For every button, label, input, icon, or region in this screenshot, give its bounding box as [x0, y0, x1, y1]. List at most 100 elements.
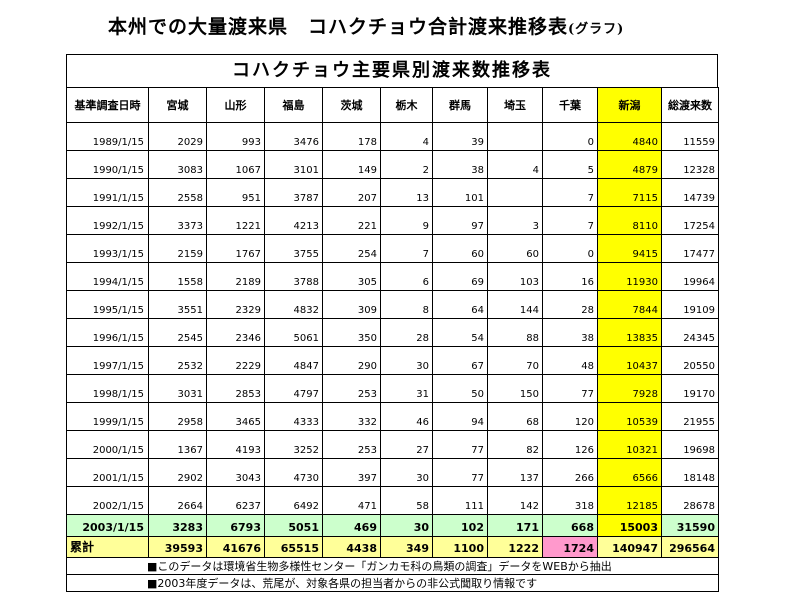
table-cell: 178 — [322, 122, 381, 151]
row-label-cell: 1989/1/15 — [66, 122, 149, 151]
table-cell: 3 — [487, 206, 543, 235]
table-cell: 69 — [432, 262, 488, 291]
table-cell: 5 — [542, 150, 598, 179]
table-cell: 19698 — [661, 430, 719, 459]
table-cell: 120 — [542, 402, 598, 431]
table-row: 累計 39593 41676 65515 4438 349 1100 1222 1724 1409… — [66, 536, 719, 558]
column-header: 栃木 — [380, 87, 433, 123]
table-cell: 668 — [542, 514, 598, 537]
table-cell: 1558 — [148, 262, 207, 291]
table-cell: 3465 — [206, 402, 265, 431]
table-cell: 1222 — [487, 536, 543, 558]
table-row: 2002/1/15 2664 6237 6492 471 58 111 142 318 12185… — [66, 486, 719, 515]
table-cell: 3373 — [148, 206, 207, 235]
table-body: 1989/1/15 2029 993 3476 178 4 39 0 4840 11559 1990… — [66, 122, 719, 592]
column-header: 総渡来数 — [661, 87, 719, 123]
note-row: ■このデータは環境省生物多様性センター「ガンカモ科の鳥類の調査」データをWEBか… — [66, 557, 719, 575]
row-label-cell: 1991/1/15 — [66, 178, 149, 207]
table-cell: 7844 — [597, 290, 662, 319]
table-cell: 7115 — [597, 178, 662, 207]
table-cell: 2958 — [148, 402, 207, 431]
table-cell: 17477 — [661, 234, 719, 263]
table-row: 1989/1/15 2029 993 3476 178 4 39 0 4840 11559 — [66, 122, 719, 151]
table-cell: 7 — [542, 178, 598, 207]
table-cell: 4840 — [597, 122, 662, 151]
table-cell: 30 — [380, 458, 433, 487]
table-cell: 67 — [432, 346, 488, 375]
table-cell: 142 — [487, 486, 543, 515]
column-header: 山形 — [206, 87, 265, 123]
table-cell: 39 — [432, 122, 488, 151]
graph-link[interactable]: (グラフ) — [568, 22, 625, 37]
table-cell: 3755 — [264, 234, 323, 263]
table-cell: 13 — [380, 178, 433, 207]
table-row: 2001/1/15 2902 3043 4730 397 30 77 137 266 6566 18… — [66, 458, 719, 487]
table-cell: 28 — [380, 318, 433, 347]
note-text: ■このデータは環境省生物多様性センター「ガンカモ科の鳥類の調査」データをWEBか… — [66, 557, 719, 575]
table-cell: 993 — [206, 122, 265, 151]
row-label-cell: 1997/1/15 — [66, 346, 149, 375]
table-cell: 20550 — [661, 346, 719, 375]
table-cell: 16 — [542, 262, 598, 291]
table-cell: 3788 — [264, 262, 323, 291]
table-cell: 7 — [542, 206, 598, 235]
table-cell: 4333 — [264, 402, 323, 431]
table-cell: 9415 — [597, 234, 662, 263]
table-cell: 18148 — [661, 458, 719, 487]
table-cell: 28678 — [661, 486, 719, 515]
table-cell: 77 — [432, 430, 488, 459]
table-cell: 64 — [432, 290, 488, 319]
table-cell: 82 — [487, 430, 543, 459]
table-cell: 7928 — [597, 374, 662, 403]
data-table: 基準調査日時 宮城 山形 福島 茨城 栃木 群馬 埼玉 千葉 新潟 総渡来数 1989/1/15 20… — [66, 87, 719, 592]
table-cell: 4213 — [264, 206, 323, 235]
table-title: コハクチョウ主要県別渡来数推移表 — [66, 54, 718, 87]
table-cell: 2189 — [206, 262, 265, 291]
table-cell: 3252 — [264, 430, 323, 459]
table-cell: 39593 — [148, 536, 207, 558]
row-label-cell: 1999/1/15 — [66, 402, 149, 431]
column-header: 千葉 — [542, 87, 598, 123]
table-cell: 60 — [432, 234, 488, 263]
table-cell: 290 — [322, 346, 381, 375]
table-cell: 3476 — [264, 122, 323, 151]
table-cell: 103 — [487, 262, 543, 291]
spreadsheet: コハクチョウ主要県別渡来数推移表 基準調査日時 宮城 山形 福島 茨城 栃木 群馬 埼玉 千葉新… — [66, 54, 719, 592]
table-cell: 2159 — [148, 234, 207, 263]
table-cell: 253 — [322, 430, 381, 459]
row-label-cell: 1992/1/15 — [66, 206, 149, 235]
page-title: 本州での大量渡来県 コハクチョウ合計渡来推移表(グラフ) — [108, 12, 624, 39]
table-cell: 19170 — [661, 374, 719, 403]
table-cell: 266 — [542, 458, 598, 487]
table-cell — [487, 122, 543, 151]
table-cell: 30 — [380, 514, 433, 537]
table-cell: 3101 — [264, 150, 323, 179]
table-cell: 6566 — [597, 458, 662, 487]
column-header: 埼玉 — [487, 87, 543, 123]
table-cell: 1221 — [206, 206, 265, 235]
table-cell: 253 — [322, 374, 381, 403]
table-cell: 6 — [380, 262, 433, 291]
table-cell: 4797 — [264, 374, 323, 403]
table-row: 1997/1/15 2532 2229 4847 290 30 67 70 48 10437 205… — [66, 346, 719, 375]
table-cell: 332 — [322, 402, 381, 431]
table-cell: 68 — [487, 402, 543, 431]
table-cell: 41676 — [206, 536, 265, 558]
table-row: 2003/1/15 3283 6793 5051 469 30 102 171 668 15003… — [66, 514, 719, 537]
header-row: 基準調査日時 宮城 山形 福島 茨城 栃木 群馬 埼玉 千葉 新潟 総渡来数 — [66, 87, 719, 123]
row-label-cell: 2003/1/15 — [66, 514, 149, 537]
table-row: 1994/1/15 1558 2189 3788 305 6 69 103 16 11930 199… — [66, 262, 719, 291]
table-cell: 3283 — [148, 514, 207, 537]
table-cell: 8 — [380, 290, 433, 319]
table-cell: 1724 — [542, 536, 598, 558]
table-cell: 296564 — [661, 536, 719, 558]
table-cell: 46 — [380, 402, 433, 431]
table-cell: 171 — [487, 514, 543, 537]
table-cell: 70 — [487, 346, 543, 375]
table-cell: 30 — [380, 346, 433, 375]
table-cell: 4730 — [264, 458, 323, 487]
table-cell: 2902 — [148, 458, 207, 487]
table-cell: 2532 — [148, 346, 207, 375]
table-cell: 77 — [542, 374, 598, 403]
row-label-cell: 1998/1/15 — [66, 374, 149, 403]
